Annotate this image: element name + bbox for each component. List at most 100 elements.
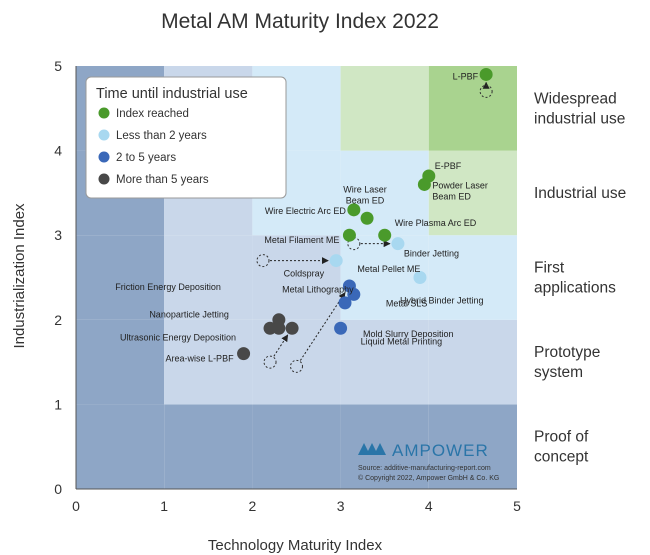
- zone-label: Prototype system: [534, 344, 600, 381]
- zone-label-bg: [519, 236, 650, 319]
- zone-cell: [428, 235, 517, 320]
- zone-label-line: Widespread: [534, 90, 617, 107]
- zone-cell: [76, 404, 165, 489]
- zone-label-line: concept: [534, 449, 589, 466]
- data-point: [237, 347, 251, 361]
- previous-position-marker: [479, 84, 493, 98]
- x-tick-label: 5: [513, 498, 521, 514]
- ampower-logo-icon: [358, 443, 386, 455]
- y-tick-label: 1: [54, 396, 62, 412]
- x-axis-title: Technology Maturity Index: [208, 537, 383, 554]
- previous-position-marker: [256, 254, 270, 268]
- zone-label-bg: [519, 67, 650, 150]
- brand-logo-text: AMPOWER: [392, 441, 489, 460]
- zone-label-line: system: [534, 364, 583, 381]
- zone-label-line: applications: [534, 280, 616, 297]
- data-point: [285, 321, 299, 335]
- legend-label: Index reached: [116, 108, 189, 120]
- data-point: [347, 287, 361, 301]
- point-label: Wire Plasma Arc ED: [395, 218, 477, 228]
- zone-label: Proof of concept: [534, 429, 589, 466]
- x-tick-label: 4: [425, 498, 433, 514]
- legend-label: Less than 2 years: [116, 130, 207, 142]
- zone-cell: [428, 404, 517, 489]
- movement-arrow: [299, 292, 346, 361]
- point-label: Area-wise L-PBF: [166, 354, 235, 364]
- zone-label-line: Proof of: [534, 429, 589, 446]
- zone-cell: [76, 235, 165, 320]
- zone-cell: [76, 319, 165, 405]
- zone-label: First applications: [534, 260, 616, 297]
- y-tick-label: 5: [54, 58, 62, 74]
- zone-label: Industrial use: [534, 185, 626, 202]
- zone-cell: [428, 150, 517, 236]
- zone-cell: [252, 235, 341, 320]
- point-label: Mold Slurry Deposition: [363, 329, 454, 339]
- zone-cell: [428, 319, 517, 405]
- zone-cell: [428, 66, 517, 151]
- point-label: Binder Jetting: [404, 249, 459, 259]
- y-tick-label: 2: [54, 312, 62, 328]
- zone-cell: [164, 319, 253, 405]
- brand-copyright: © Copyright 2022, Ampower GmbH & Co. KG: [358, 474, 499, 482]
- legend-box: [85, 76, 287, 199]
- legend-marker: [98, 151, 110, 163]
- x-tick-label: 3: [337, 498, 345, 514]
- data-point: [329, 254, 343, 268]
- data-point: [347, 203, 361, 217]
- zone-label: Widespread industrial use: [534, 90, 625, 127]
- ampower-branding: AMPOWER Source: additive-manufacturing-r…: [358, 441, 499, 482]
- data-point: [378, 228, 392, 242]
- legend-label: More than 5 years: [116, 174, 209, 186]
- movement-arrows: [269, 81, 490, 361]
- axes: 0 1 2 3 4 5 0 1 2 3 4 5: [54, 58, 521, 514]
- point-label: Beam ED: [432, 191, 471, 201]
- brand-source: Source: additive-manufacturing-report.co…: [358, 465, 491, 472]
- data-point: [360, 211, 374, 225]
- previous-position-marker: [347, 237, 361, 251]
- point-label: Beam ED: [346, 195, 385, 205]
- data-point: [338, 296, 352, 310]
- point-label: Nanoparticle Jetting: [149, 309, 229, 319]
- point-label: Liquid Metal Printing: [361, 336, 443, 346]
- point-label: Metal Filament ME: [264, 235, 339, 245]
- point-label: Metal Pellet ME: [357, 264, 420, 274]
- point-label: Wire Laser: [343, 184, 387, 194]
- point-label: Hybrid Binder Jetting: [400, 296, 484, 306]
- zone-cell: [340, 319, 429, 405]
- point-label: Metal SLS: [386, 298, 428, 308]
- y-axis-title: Industrialization Index: [11, 203, 28, 349]
- legend: Time until industrial use Index reached L…: [85, 76, 287, 199]
- y-tick-label: 4: [54, 143, 62, 159]
- data-point: [342, 228, 356, 242]
- legend-label: 2 to 5 years: [116, 152, 176, 164]
- legend-marker: [98, 173, 110, 185]
- point-label: Metal Lithography: [282, 284, 354, 294]
- y-tick-label: 3: [54, 227, 62, 243]
- previous-position-marker: [263, 355, 277, 369]
- point-label: E-PBF: [435, 161, 462, 171]
- zone-label-line: First: [534, 260, 565, 277]
- zone-cell: [164, 404, 253, 489]
- x-tick-label: 1: [160, 498, 168, 514]
- zone-label-bg: [519, 151, 650, 235]
- zone-label-line: Prototype: [534, 344, 600, 361]
- movement-arrow: [273, 334, 289, 357]
- chart-title: Metal AM Maturity Index 2022: [161, 10, 439, 33]
- point-label: Ultrasonic Energy Deposition: [120, 332, 236, 342]
- data-point: [479, 67, 493, 81]
- zone-labels: Widespread industrial use Industrial use Fi…: [534, 90, 626, 465]
- legend-marker: [98, 129, 110, 141]
- previous-position-marker: [290, 359, 303, 373]
- legend-marker: [98, 107, 110, 119]
- point-label: Powder Laser: [432, 180, 488, 190]
- x-tick-label: 2: [249, 498, 257, 514]
- data-point: [334, 321, 348, 335]
- zone-cell: [340, 150, 429, 236]
- point-label: Coldspray: [284, 269, 325, 279]
- zone-cell: [164, 235, 253, 320]
- previous-positions: [256, 84, 493, 373]
- zone-label-bg: [519, 320, 650, 404]
